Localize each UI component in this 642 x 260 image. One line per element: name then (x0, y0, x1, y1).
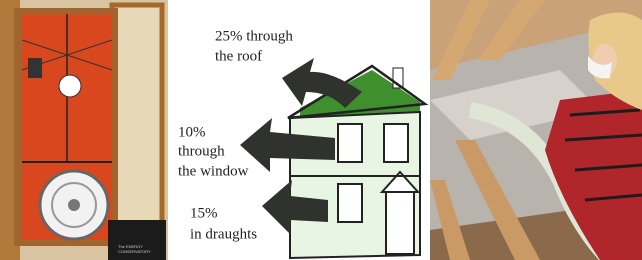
page: The ENERGY CONSERVATORY 25% through the … (0, 0, 642, 260)
annotation: 25% through (215, 28, 293, 44)
annotation: through (178, 143, 225, 159)
annotation: the roof (215, 48, 262, 64)
annotation: in draughts (190, 226, 257, 242)
blower-door-photo: The ENERGY CONSERVATORY (0, 0, 168, 260)
annotation: the window (178, 163, 249, 179)
box-label: CONSERVATORY (118, 249, 151, 254)
insulation-photo (430, 0, 642, 260)
annotation: 10% (178, 124, 206, 140)
annotation: 15% (190, 205, 218, 221)
